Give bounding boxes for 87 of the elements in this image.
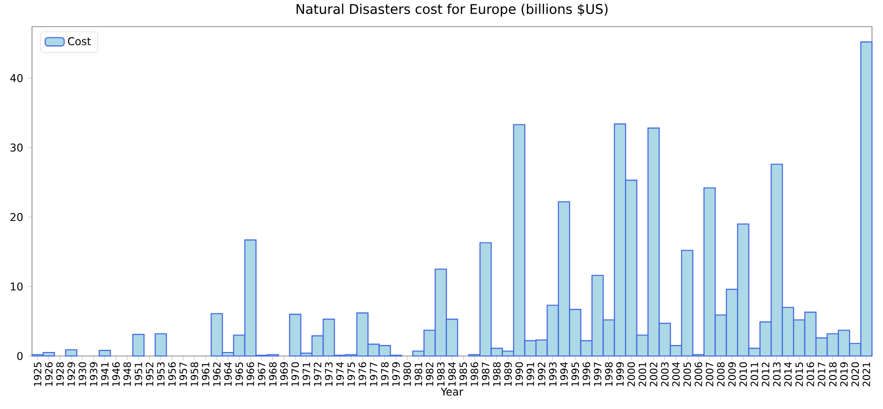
x-tick-label: 2006 [694,362,702,386]
x-tick-label: 1956 [168,362,176,386]
x-tick-label: 2018 [829,362,837,386]
x-tick-label: 1985 [459,362,467,386]
x-tick-label: 1975 [347,362,355,386]
x-tick-label: 2010 [739,362,747,386]
x-tick-label: 1984 [448,362,456,386]
x-tick-label: 1989 [504,362,512,386]
x-tick-label: 1987 [482,362,490,386]
x-tick-label: 1983 [437,362,445,386]
x-tick-label: 1952 [146,362,154,386]
x-tick-label: 2003 [661,362,669,386]
x-tick-label: 1929 [67,362,75,386]
y-tick-label: 20 [10,212,23,222]
x-tick-label: 1930 [78,362,86,386]
y-tick-label: 0 [17,352,23,360]
x-tick-label: 2004 [672,362,680,386]
x-tick-label: 1948 [123,362,131,386]
x-tick-label: 1993 [549,362,557,386]
x-axis-title: Year [440,388,464,396]
x-tick-label: 1962 [213,362,221,386]
x-tick-label: 1990 [515,362,523,386]
x-tick-label: 1951 [134,362,142,386]
y-tick-label: 10 [10,282,23,291]
bar [154,333,167,357]
x-tick-label: 2011 [750,362,758,386]
x-tick-label: 1974 [336,362,344,386]
x-tick-label: 1995 [571,362,579,386]
x-tick-label: 1926 [45,362,53,386]
x-tick-label: 2009 [728,362,736,386]
x-tick-label: 1994 [560,362,568,386]
x-tick-label: 2002 [650,362,658,386]
legend-label: Cost [68,37,91,46]
x-tick-label: 2007 [706,362,714,386]
x-tick-label: 1941 [101,362,109,386]
x-tick-label: 1988 [493,362,501,386]
x-tick-label: 1981 [414,362,422,386]
x-tick-label: 1976 [358,362,366,386]
x-tick-label: 1925 [34,362,42,386]
x-tick-label: 2016 [806,362,814,386]
x-tick-label: 1999 [616,362,624,386]
x-tick-label: 1972 [314,362,322,386]
bar [98,350,111,357]
x-tick-label: 2000 [627,362,635,386]
x-tick-label: 2013 [773,362,781,386]
x-tick-label: 1961 [202,362,210,386]
x-tick-label: 1991 [526,362,534,386]
x-tick-label: 2005 [683,362,691,386]
x-tick-label: 1969 [280,362,288,386]
x-tick-label: 2019 [840,362,848,386]
x-tick-label: 1998 [605,362,613,386]
x-tick-label: 1973 [325,362,333,386]
x-tick-label: 1997 [594,362,602,386]
x-tick-label: 1958 [190,362,198,386]
x-tick-label: 1980 [403,362,411,386]
x-tick-label: 1968 [269,362,277,386]
x-tick-label: 2017 [818,362,826,386]
y-tick-label: 30 [10,144,23,152]
x-tick-label: 1946 [112,362,120,386]
x-tick-label: 2015 [795,362,803,386]
bar [65,349,78,357]
x-tick-label: 1978 [381,362,389,386]
chart-title: Natural Disasters cost for Europe (billions $US) [296,4,608,17]
x-tick-label: 1992 [538,362,546,386]
x-tick-label: 1970 [291,362,299,386]
x-tick-label: 1965 [235,362,243,386]
x-tick-label: 2020 [851,362,859,386]
x-tick-label: 1928 [56,362,64,386]
x-tick-label: 1996 [582,362,590,386]
x-tick-label: 1979 [392,362,400,386]
bar [132,334,145,357]
x-tick-label: 1967 [258,362,266,386]
x-tick-label: 1953 [157,362,165,386]
x-tick-label: 1986 [470,362,478,386]
x-tick-label: 1964 [224,362,232,386]
y-tick-label: 40 [10,74,23,82]
x-tick-label: 1966 [246,362,254,386]
x-tick-label: 1977 [370,362,378,386]
x-tick-label: 1982 [426,362,434,386]
x-tick-label: 2021 [862,362,870,386]
x-tick-label: 2014 [784,362,792,386]
x-tick-label: 1971 [302,362,310,386]
x-tick-label: 1957 [179,362,187,386]
x-tick-label: 1939 [90,362,98,386]
x-tick-label: 2001 [638,362,646,386]
x-tick-label: 2008 [717,362,725,386]
x-tick-label: 2012 [762,362,770,386]
